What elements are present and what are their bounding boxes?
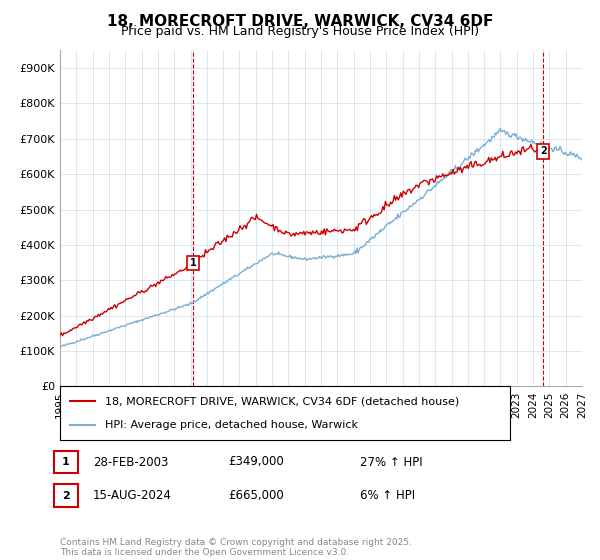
- Text: 27% ↑ HPI: 27% ↑ HPI: [360, 455, 422, 469]
- Text: £349,000: £349,000: [228, 455, 284, 469]
- Text: 1: 1: [62, 457, 70, 467]
- Text: 2: 2: [540, 146, 547, 156]
- Text: 18, MORECROFT DRIVE, WARWICK, CV34 6DF (detached house): 18, MORECROFT DRIVE, WARWICK, CV34 6DF (…: [105, 396, 459, 407]
- Text: 28-FEB-2003: 28-FEB-2003: [93, 455, 169, 469]
- Text: 15-AUG-2024: 15-AUG-2024: [93, 489, 172, 502]
- Text: £665,000: £665,000: [228, 489, 284, 502]
- Text: HPI: Average price, detached house, Warwick: HPI: Average price, detached house, Warw…: [105, 419, 358, 430]
- Text: 2: 2: [62, 491, 70, 501]
- Text: Price paid vs. HM Land Registry's House Price Index (HPI): Price paid vs. HM Land Registry's House …: [121, 25, 479, 38]
- Text: Contains HM Land Registry data © Crown copyright and database right 2025.
This d: Contains HM Land Registry data © Crown c…: [60, 538, 412, 557]
- Text: 18, MORECROFT DRIVE, WARWICK, CV34 6DF: 18, MORECROFT DRIVE, WARWICK, CV34 6DF: [107, 14, 493, 29]
- Text: 6% ↑ HPI: 6% ↑ HPI: [360, 489, 415, 502]
- Text: 1: 1: [190, 258, 196, 268]
